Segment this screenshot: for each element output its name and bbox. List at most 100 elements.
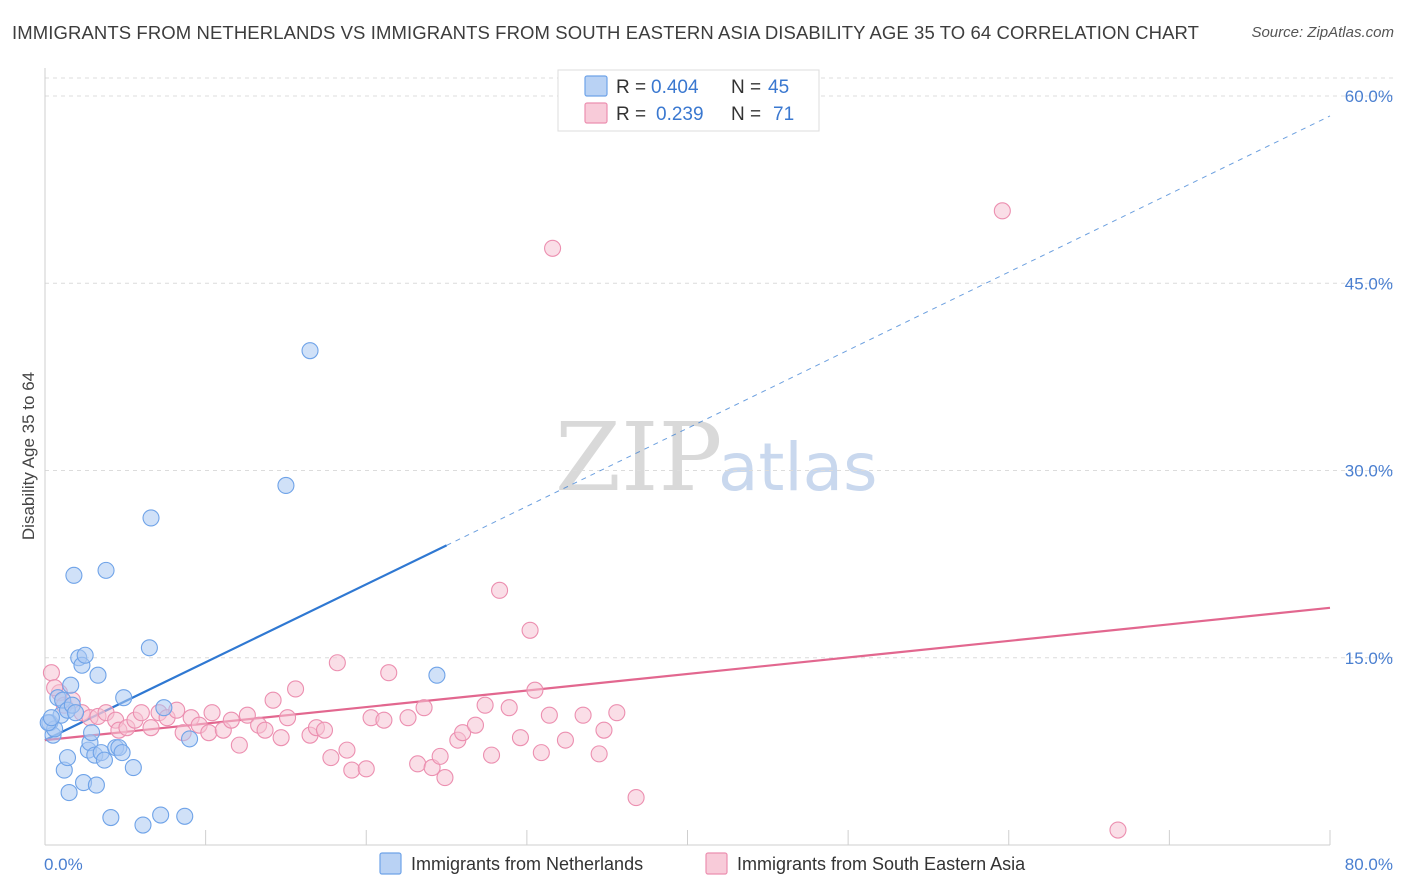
data-point-sea <box>322 749 340 767</box>
stats-legend: R = 0.404 N = 45 R = 0.239 N = 71 <box>557 69 820 132</box>
data-point-sea <box>142 719 160 737</box>
data-point-sea <box>500 699 518 717</box>
netherlands-swatch <box>584 75 608 97</box>
data-point-sea <box>399 709 417 727</box>
data-point-sea <box>375 711 393 729</box>
data-point-sea <box>238 706 256 724</box>
data-point-sea <box>511 729 530 747</box>
y-tick-label: 30.0% <box>1345 462 1393 481</box>
data-point-sea <box>491 581 509 599</box>
data-point-netherlands <box>140 639 158 657</box>
data-point-netherlands <box>89 666 107 684</box>
data-point-netherlands <box>428 666 446 684</box>
legend-sea-label: Immigrants from South Eastern Asia <box>737 854 1026 874</box>
data-point-sea <box>431 747 449 765</box>
data-point-sea <box>595 721 613 739</box>
data-point-sea <box>315 721 334 739</box>
trend-line-netherlands-extended <box>446 115 1331 546</box>
netherlands-r-value: 0.404 <box>651 77 699 98</box>
data-point-sea <box>278 709 297 727</box>
data-point-sea <box>556 731 574 749</box>
data-point-sea <box>521 621 539 639</box>
source-label: Source: ZipAtlas.com <box>1251 24 1394 41</box>
data-point-sea <box>328 654 346 672</box>
data-point-netherlands <box>142 509 160 527</box>
data-point-netherlands <box>301 342 319 360</box>
data-point-netherlands <box>87 776 105 794</box>
data-point-sea <box>574 706 592 724</box>
data-point-netherlands <box>97 561 115 579</box>
y-axis-title: Disability Age 35 to 64 <box>19 372 38 540</box>
sea-n-value: 71 <box>773 104 794 125</box>
tick-labels: 15.0% 30.0% 45.0% 60.0% 0.0% 80.0% <box>44 87 1393 874</box>
data-point-sea <box>544 239 562 257</box>
data-point-sea <box>222 711 240 729</box>
watermark-zip: ZIP <box>555 403 722 513</box>
data-point-sea <box>436 769 454 787</box>
data-point-sea <box>42 664 60 682</box>
data-point-netherlands <box>152 806 170 824</box>
legend-netherlands-swatch <box>379 852 402 875</box>
data-point-netherlands <box>66 704 85 722</box>
series-south-eastern-asia <box>42 202 1127 839</box>
data-point-netherlands <box>83 724 101 742</box>
data-point-sea <box>272 729 290 747</box>
data-point-netherlands <box>124 759 142 777</box>
data-point-sea <box>482 746 501 764</box>
data-point-sea <box>627 789 645 807</box>
data-point-sea <box>409 755 427 773</box>
sea-n-label: N = <box>731 104 761 125</box>
data-point-netherlands <box>60 784 78 802</box>
y-tick-label: 15.0% <box>1345 649 1393 668</box>
data-point-netherlands <box>42 709 60 727</box>
data-point-netherlands <box>176 807 194 825</box>
data-point-sea <box>230 736 248 754</box>
data-point-netherlands <box>134 816 152 834</box>
chart-title: IMMIGRANTS FROM NETHERLANDS VS IMMIGRANT… <box>12 22 1200 43</box>
data-point-netherlands <box>65 566 83 584</box>
x-tick-label: 80.0% <box>1345 855 1393 874</box>
data-point-netherlands <box>58 749 77 767</box>
data-point-sea <box>608 704 626 722</box>
legend-sea-swatch <box>705 852 728 875</box>
series-legend: Immigrants from Netherlands Immigrants f… <box>379 852 1026 875</box>
data-point-sea <box>343 761 361 779</box>
y-tick-label: 60.0% <box>1345 87 1393 106</box>
data-point-sea <box>532 744 550 762</box>
netherlands-r-label: R = <box>616 77 646 98</box>
data-point-netherlands <box>95 751 113 769</box>
series-netherlands <box>39 342 446 834</box>
data-point-sea <box>256 721 274 739</box>
data-point-sea <box>454 724 472 742</box>
data-point-netherlands <box>113 744 131 762</box>
data-point-sea <box>1109 821 1127 839</box>
data-point-netherlands <box>102 808 120 827</box>
data-point-sea <box>466 716 485 734</box>
netherlands-n-value: 45 <box>768 77 789 98</box>
data-point-sea <box>200 724 218 742</box>
data-point-sea <box>526 681 544 699</box>
data-point-netherlands <box>181 730 199 748</box>
data-point-sea <box>264 691 282 709</box>
data-point-sea <box>287 680 305 698</box>
data-point-sea <box>338 741 356 759</box>
gridlines <box>45 77 1393 659</box>
data-point-sea <box>540 706 558 724</box>
x-tick-label: 0.0% <box>44 855 83 874</box>
data-point-sea <box>415 699 433 717</box>
netherlands-n-label: N = <box>731 77 761 98</box>
data-point-sea <box>357 760 375 778</box>
data-point-netherlands <box>115 689 133 707</box>
data-point-sea <box>380 664 398 682</box>
data-point-sea <box>132 704 150 722</box>
data-point-netherlands <box>76 646 94 664</box>
data-point-netherlands <box>277 476 295 495</box>
data-point-sea <box>590 745 608 763</box>
data-point-sea <box>476 696 494 714</box>
legend-netherlands-label: Immigrants from Netherlands <box>411 854 643 874</box>
data-point-netherlands <box>62 676 80 694</box>
y-tick-label: 45.0% <box>1345 274 1393 293</box>
data-point-netherlands <box>155 699 173 717</box>
sea-swatch <box>584 102 608 124</box>
